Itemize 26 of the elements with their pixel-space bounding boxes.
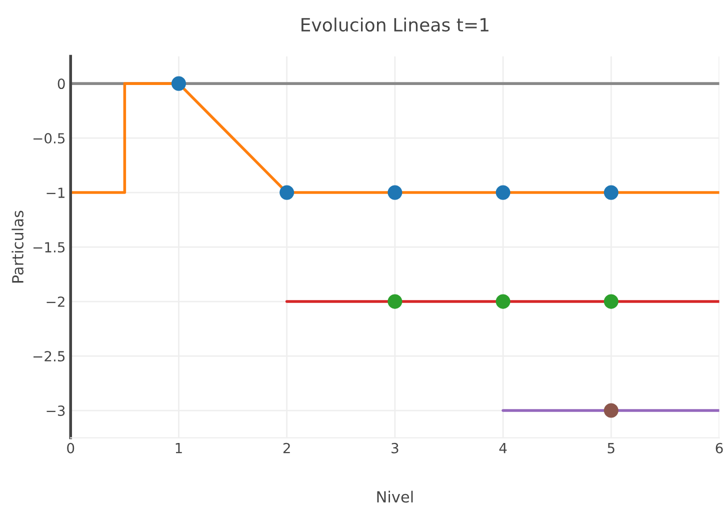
x-tick-label: 0 [67, 442, 74, 454]
y-tick-label: −2 [46, 296, 64, 307]
y-tick-label: −2.5 [34, 350, 65, 362]
y-tick-label: −3 [46, 405, 65, 416]
point [171, 76, 186, 91]
x-axis-title: Nivel [377, 490, 413, 503]
y-tick-label: −0.5 [34, 133, 65, 144]
point [496, 185, 510, 200]
y-tick-label: −1.5 [34, 242, 65, 253]
point [604, 403, 618, 418]
y-tick-label: −1 [46, 188, 64, 198]
y-axis-title: Particulas [12, 210, 24, 283]
point [604, 294, 618, 309]
x-tick-label: 4 [499, 443, 507, 454]
y-tick-label: 0 [58, 78, 65, 90]
chart-title: Evolucion Lineas t=1 [302, 18, 488, 32]
point [388, 294, 402, 309]
point [604, 185, 618, 200]
point [496, 294, 510, 309]
point [280, 185, 294, 200]
x-tick-label: 3 [392, 442, 398, 454]
point [388, 185, 402, 200]
x-tick-label: 2 [283, 442, 290, 454]
x-tick-label: 5 [608, 443, 614, 454]
x-tick-label: 1 [176, 443, 182, 454]
x-tick-label: 6 [716, 442, 723, 454]
